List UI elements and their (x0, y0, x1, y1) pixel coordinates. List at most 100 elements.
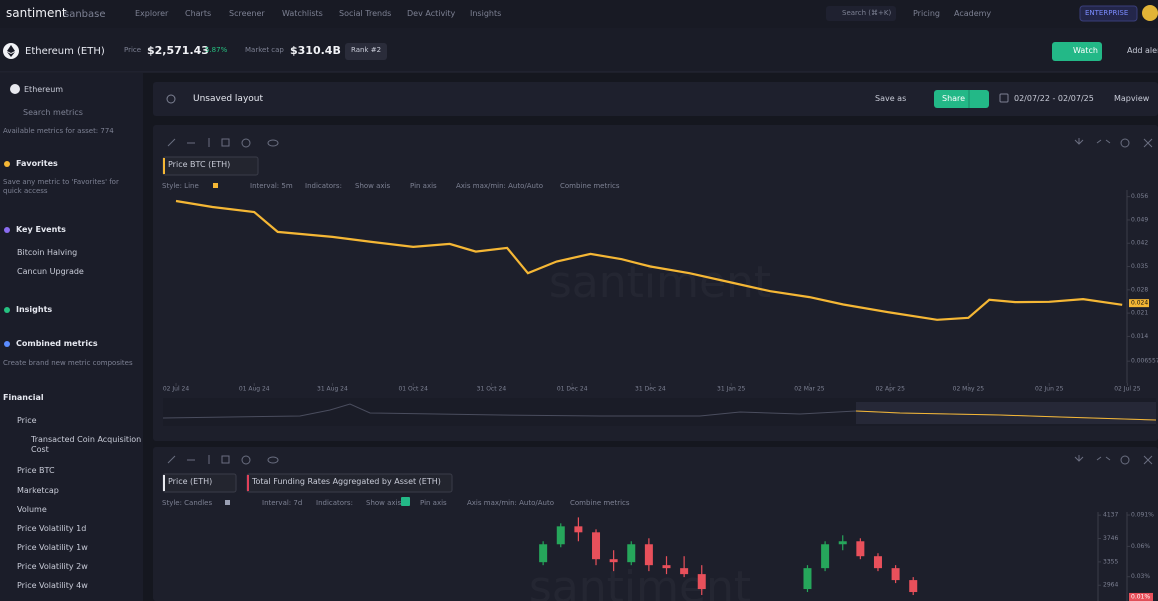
mcap-label: Market cap (245, 46, 284, 54)
candle-body (697, 574, 706, 590)
nav-link[interactable]: Academy (954, 9, 992, 18)
last-value-tag (1129, 299, 1149, 308)
section-title[interactable]: Favorites (16, 159, 58, 168)
y2-tick-label: 0.06% (1131, 543, 1150, 550)
metric-search[interactable]: Search metrics (23, 108, 83, 117)
chart-setting[interactable]: Pin axis (420, 499, 447, 507)
nav-link[interactable]: Pricing (913, 9, 940, 18)
color-swatch (225, 500, 230, 505)
layout-name: Unsaved layout (193, 94, 264, 104)
asset-select[interactable]: Ethereum (24, 85, 64, 94)
nav-link[interactable]: Watchlists (282, 9, 323, 18)
rank: Rank #2 (351, 46, 382, 54)
y-tick-label: 0.021 (1131, 310, 1148, 317)
metric-item[interactable]: Price Volatility 4w (17, 581, 88, 590)
section-icon (4, 341, 10, 347)
section-title[interactable]: Key Events (16, 225, 66, 234)
candle-body (838, 541, 847, 545)
event-item[interactable]: Bitcoin Halving (17, 248, 78, 257)
x-tick-label: 31 Aug 24 (317, 386, 348, 393)
asset-bar (0, 28, 1158, 72)
share-button[interactable] (934, 90, 989, 108)
chart-setting[interactable]: Pin axis (410, 182, 437, 190)
metrics-count: Available metrics for asset: 774 (3, 127, 114, 135)
mapview[interactable]: Mapview (1114, 94, 1150, 103)
event-item[interactable]: Cancun Upgrade (17, 267, 84, 276)
legend-item[interactable]: Total Funding Rates Aggregated by Asset … (252, 477, 441, 486)
chart-setting[interactable]: Combine metrics (570, 499, 630, 507)
share[interactable]: Share (942, 94, 966, 103)
asset-name: Ethereum (ETH) (25, 46, 105, 57)
chart-setting[interactable]: Show axis (366, 499, 402, 507)
y-tick-label: 0.049 (1131, 216, 1148, 223)
y2-tick-label: 0.091% (1131, 512, 1154, 519)
watermark: santiment (529, 562, 751, 601)
metric-item[interactable]: Marketcap (17, 486, 59, 495)
brand: santiment (6, 6, 67, 20)
x-tick-label: 02 Jul 25 (1114, 386, 1141, 393)
checkbox[interactable] (401, 497, 410, 506)
nav-link[interactable]: Social Trends (339, 9, 392, 18)
legend-item[interactable]: Price BTC (ETH) (168, 160, 231, 169)
price-label: Price (124, 46, 142, 54)
metric-item[interactable]: Price Volatility 1w (17, 543, 88, 552)
price: $2,571.43 (147, 44, 209, 57)
candle-body (821, 544, 830, 569)
chart-setting[interactable]: Interval: 7d (262, 499, 303, 507)
candle-body (644, 544, 653, 566)
chart-setting[interactable]: Show axis (355, 182, 391, 190)
toolbar-icons (167, 138, 1153, 465)
nav-link[interactable]: Explorer (135, 9, 169, 18)
x-tick-label: 01 Aug 24 (239, 386, 270, 393)
watch-button[interactable] (1052, 42, 1102, 61)
y-tick-label: 2964 (1103, 582, 1118, 589)
nav-link[interactable]: Insights (470, 9, 502, 18)
save-as[interactable]: Save as (875, 94, 907, 103)
y-tick-label: 0.035 (1131, 263, 1148, 270)
navigator-window[interactable] (856, 402, 1156, 424)
nav-bar (0, 0, 1158, 28)
y-tick-label: 0.0065577 (1131, 358, 1158, 365)
add-alert[interactable]: Add aler (1127, 46, 1158, 55)
section-note: Save any metric to 'Favorites' for quick… (3, 178, 119, 196)
metric-item[interactable]: Price BTC (17, 466, 55, 475)
chart-setting[interactable]: Axis max/min: Auto/Auto (456, 182, 544, 190)
section-icon (4, 161, 10, 167)
last-value-label: 0.01% (1131, 593, 1150, 600)
x-tick-label: 01 Dec 24 (557, 386, 588, 393)
legend-swatch (247, 475, 249, 491)
chart-setting[interactable]: Interval: 5m (250, 182, 293, 190)
y-tick-label: 0.028 (1131, 286, 1148, 293)
candle-body (680, 568, 689, 575)
y-tick-label: 0.056 (1131, 193, 1148, 200)
search-box[interactable] (826, 6, 896, 21)
section-title[interactable]: Financial (3, 393, 44, 402)
chart-setting[interactable]: Combine metrics (560, 182, 620, 190)
search[interactable]: Search (⌘+K) (842, 9, 892, 17)
x-tick-label: 02 Apr 25 (875, 386, 905, 393)
metric-item[interactable]: Price (17, 416, 37, 425)
watch[interactable]: Watch (1073, 46, 1098, 55)
chart-setting[interactable]: Axis max/min: Auto/Auto (467, 499, 555, 507)
metric-item[interactable]: Volume (17, 505, 47, 514)
metric-item[interactable]: Price Volatility 2w (17, 562, 88, 571)
candle-body (609, 559, 618, 563)
price-line (175, 199, 1123, 321)
chart-setting[interactable]: Style: Candles (162, 499, 213, 507)
section-title[interactable]: Combined metrics (16, 339, 98, 348)
avatar[interactable] (1142, 5, 1158, 21)
metric-item[interactable]: Transacted Coin Acquisition Cost (31, 435, 142, 455)
nav-link[interactable]: Dev Activity (407, 9, 456, 18)
x-tick-label: 31 Dec 24 (635, 386, 666, 393)
candle-body (891, 568, 900, 581)
chart-setting[interactable]: Style: Line (162, 182, 199, 190)
nav-link[interactable]: Screener (229, 9, 265, 18)
metric-item[interactable]: Price Volatility 1d (17, 524, 87, 533)
date-range[interactable]: 02/07/22 - 02/07/25 (1014, 94, 1094, 103)
section-title[interactable]: Insights (16, 305, 53, 314)
nav-link[interactable]: Charts (185, 9, 212, 18)
chart-setting[interactable]: Indicators: (316, 499, 353, 507)
chart-setting[interactable]: Indicators: (305, 182, 342, 190)
legend-item[interactable]: Price (ETH) (168, 477, 213, 486)
